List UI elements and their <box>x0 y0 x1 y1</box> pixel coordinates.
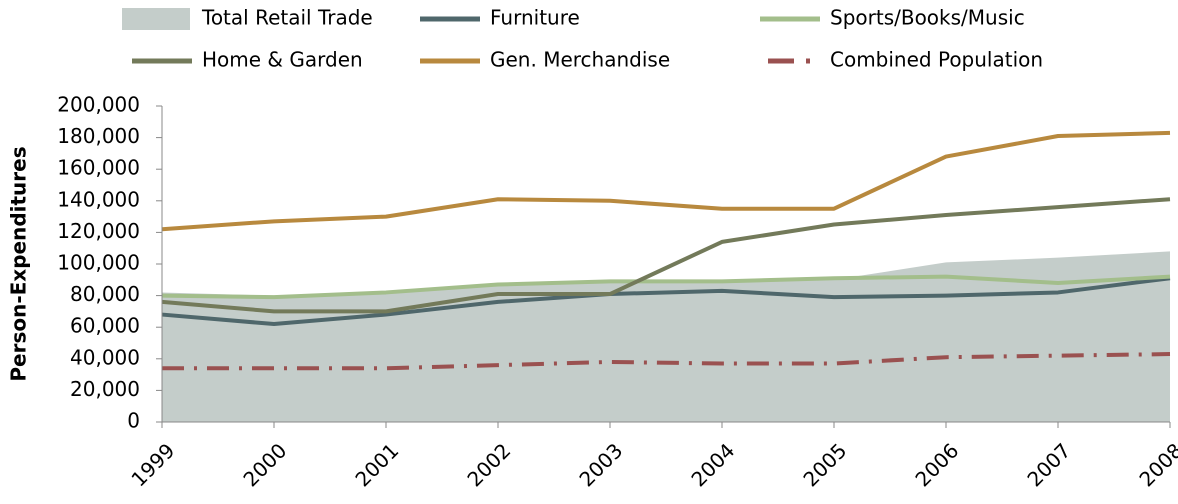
x-tick-label: 2004 <box>686 438 739 491</box>
x-tick-label: 2008 <box>1134 438 1178 491</box>
x-tick-label: 2005 <box>798 438 851 491</box>
y-tick-label: 160,000 <box>57 156 140 180</box>
line <box>161 276 1171 327</box>
area <box>162 251 1170 422</box>
line <box>161 197 1171 314</box>
legend-label: Total Retail Trade <box>201 6 373 30</box>
x-tick-label: 2006 <box>910 438 963 491</box>
x-tick-label: 2000 <box>238 438 291 491</box>
x-tick-label: 2002 <box>462 438 515 491</box>
x-tick-label: 2001 <box>350 438 403 491</box>
legend-swatch <box>122 8 190 30</box>
legend-label: Combined Population <box>830 48 1043 72</box>
y-tick-label: 60,000 <box>70 314 140 338</box>
y-tick-label: 0 <box>127 409 140 433</box>
y-tick-label: 200,000 <box>57 93 140 117</box>
y-tick-label: 20,000 <box>70 377 140 401</box>
legend-label: Gen. Merchandise <box>490 48 670 72</box>
line <box>161 274 1171 300</box>
x-tick-label: 2007 <box>1022 438 1075 491</box>
line <box>161 130 1171 232</box>
legend-label: Home & Garden <box>202 48 363 72</box>
legend-label: Furniture <box>490 6 580 30</box>
y-axis-title: Person-Expenditures <box>7 146 31 381</box>
x-tick-label: 2003 <box>574 438 627 491</box>
y-tick-label: 140,000 <box>57 187 140 211</box>
x-tick-label: 1999 <box>126 438 179 491</box>
legend-label: Sports/Books/Music <box>830 6 1025 30</box>
y-tick-label: 80,000 <box>70 282 140 306</box>
y-tick-label: 120,000 <box>57 219 140 243</box>
y-tick-label: 100,000 <box>57 251 140 275</box>
line <box>162 352 1171 371</box>
y-tick-label: 40,000 <box>70 345 140 369</box>
y-tick-label: 180,000 <box>57 124 140 148</box>
